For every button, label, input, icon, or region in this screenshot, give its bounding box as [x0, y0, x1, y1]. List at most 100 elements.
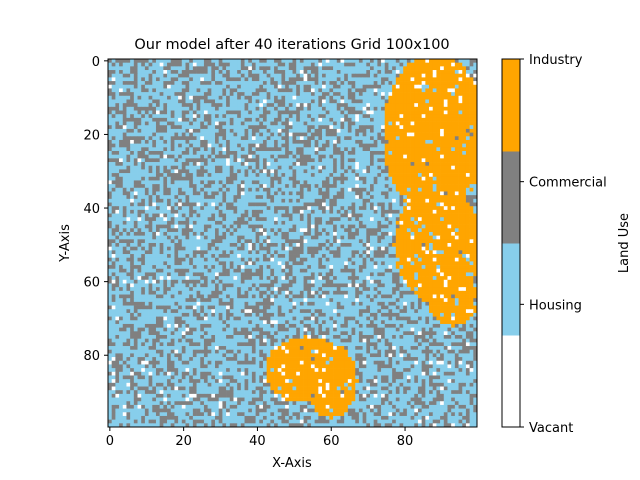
heatmap-cell	[233, 66, 238, 71]
heatmap-cell	[344, 195, 349, 200]
heatmap-cell	[469, 198, 474, 203]
heatmap-cell	[406, 66, 411, 71]
heatmap-cell	[392, 143, 397, 148]
heatmap-cell	[115, 187, 120, 192]
heatmap-cell	[417, 136, 422, 141]
heatmap-cell	[270, 184, 275, 189]
heatmap-cell	[155, 235, 161, 240]
heatmap-cell	[395, 191, 400, 196]
heatmap-cell	[144, 217, 149, 222]
heatmap-cell	[347, 220, 352, 225]
heatmap-cell	[277, 217, 282, 222]
heatmap-cell	[443, 88, 448, 93]
heatmap-cell	[274, 209, 279, 214]
heatmap-cell	[414, 136, 419, 141]
heatmap-cell	[130, 235, 135, 240]
heatmap-cell	[310, 235, 315, 240]
heatmap-cell	[126, 228, 131, 233]
heatmap-cell	[362, 206, 367, 211]
heatmap-cell	[196, 88, 201, 93]
heatmap-cell	[432, 235, 437, 240]
heatmap-cell	[469, 195, 474, 200]
heatmap-cell	[458, 213, 463, 218]
heatmap-cell	[155, 143, 161, 148]
heatmap-cell	[285, 165, 290, 170]
heatmap-cell	[226, 239, 231, 244]
heatmap-cell	[111, 191, 116, 196]
heatmap-cell	[388, 195, 393, 200]
heatmap-cell	[203, 139, 208, 144]
heatmap-cell	[436, 62, 441, 67]
heatmap-cell	[381, 95, 386, 100]
heatmap-cell	[240, 77, 245, 82]
heatmap-cell	[226, 70, 231, 75]
heatmap-cell	[399, 195, 404, 200]
heatmap-cell	[406, 117, 411, 122]
heatmap-cell	[362, 162, 367, 167]
heatmap-cell	[277, 239, 282, 244]
heatmap-cell	[292, 77, 297, 82]
heatmap-cell	[259, 117, 264, 122]
heatmap-cell	[381, 106, 386, 111]
heatmap-cell	[333, 110, 338, 115]
heatmap-cell	[462, 95, 467, 100]
heatmap-cell	[270, 191, 275, 196]
heatmap-cell	[347, 147, 352, 152]
heatmap-cell	[144, 125, 149, 130]
heatmap-cell	[325, 117, 330, 122]
heatmap-cell	[347, 187, 352, 192]
heatmap-cell	[218, 169, 223, 174]
heatmap-cell	[451, 147, 456, 152]
heatmap-cell	[108, 110, 113, 115]
heatmap-cell	[266, 213, 271, 218]
heatmap-cell	[281, 114, 286, 119]
heatmap-cell	[215, 235, 220, 240]
heatmap-cell	[251, 173, 256, 178]
heatmap-cell	[388, 217, 393, 222]
heatmap-cell	[451, 73, 456, 78]
heatmap-cell	[399, 202, 404, 207]
heatmap-cell	[181, 228, 186, 233]
heatmap-cell	[440, 139, 445, 144]
heatmap-cell	[310, 187, 315, 192]
heatmap-cell	[137, 184, 142, 189]
heatmap-cell	[340, 88, 345, 93]
heatmap-cell	[296, 121, 301, 126]
heatmap-cell	[399, 231, 404, 236]
heatmap-cell	[178, 125, 183, 130]
heatmap-cell	[451, 136, 456, 141]
heatmap-cell	[417, 213, 422, 218]
heatmap-cell	[377, 162, 382, 167]
heatmap-cell	[281, 165, 286, 170]
heatmap-cell	[462, 220, 467, 225]
heatmap-cell	[403, 158, 408, 163]
heatmap-cell	[399, 62, 404, 67]
heatmap-cell	[203, 228, 208, 233]
heatmap-cell	[163, 99, 168, 104]
heatmap-cell	[384, 132, 389, 137]
heatmap-cell	[399, 81, 404, 86]
heatmap-cell	[108, 169, 113, 174]
heatmap-cell	[251, 121, 256, 126]
heatmap-cell	[229, 217, 234, 222]
heatmap-cell	[303, 77, 308, 82]
heatmap-cell	[277, 136, 282, 141]
heatmap-cell	[130, 106, 135, 111]
heatmap-cell	[303, 84, 308, 89]
heatmap-cell	[192, 84, 197, 89]
heatmap-cell	[296, 231, 301, 236]
heatmap-cell	[384, 95, 389, 100]
heatmap-cell	[274, 176, 279, 181]
heatmap-cell	[362, 125, 367, 130]
heatmap-cell	[108, 139, 113, 144]
heatmap-cell	[417, 158, 422, 163]
heatmap-cell	[443, 84, 448, 89]
heatmap-cell	[200, 184, 205, 189]
heatmap-cell	[329, 59, 334, 64]
heatmap-cell	[406, 114, 411, 119]
heatmap-cell	[355, 158, 360, 163]
heatmap-cell	[218, 198, 223, 203]
heatmap-cell	[381, 165, 386, 170]
heatmap-cell	[288, 169, 293, 174]
heatmap-cell	[185, 128, 190, 133]
